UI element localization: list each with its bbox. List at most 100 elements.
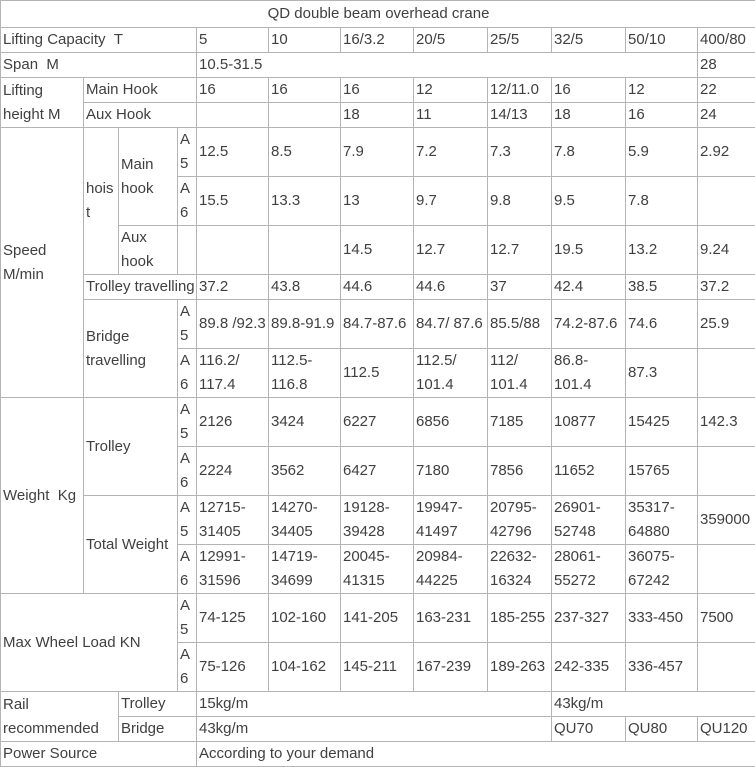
table-cell: 16 [552,78,626,103]
table-cell: 44.6 [414,275,488,300]
table-cell: 167-239 [414,643,488,692]
table-cell: 104-162 [269,643,341,692]
table-cell: 36075-67242 [626,545,698,594]
table-row: QD double beam overhead crane [1,1,755,28]
table-cell: 43kg/m [552,692,755,717]
table-cell: 14.5 [341,226,414,275]
table-cell: 85.5/88 [488,300,552,349]
table-cell: 19.5 [552,226,626,275]
table-cell: 14/13 [488,103,552,128]
table-cell: 37 [488,275,552,300]
row-label: Weight Kg [1,398,84,594]
table-cell: 15kg/m [197,692,552,717]
table-cell: 6427 [341,447,414,496]
table-cell: 22 [698,78,755,103]
row-label: A5 [178,594,197,643]
table-cell: 37.2 [698,275,755,300]
table-cell: 5.9 [626,128,698,177]
table-cell: 24 [698,103,755,128]
table-cell: 2126 [197,398,269,447]
table-cell: 26901-52748 [552,496,626,545]
table-cell: 112.5/ 101.4 [414,349,488,398]
table-cell: 12.7 [488,226,552,275]
table-cell: 84.7/ 87.6 [414,300,488,349]
table-cell: 3562 [269,447,341,496]
table-cell: 11652 [552,447,626,496]
row-label: Rail recommended [1,692,119,742]
table-cell: 14719-34699 [269,545,341,594]
table-cell: 12 [414,78,488,103]
row-label: Max Wheel Load KN [1,594,178,692]
table-cell: 44.6 [341,275,414,300]
table-cell: 7856 [488,447,552,496]
table-cell: 14270-34405 [269,496,341,545]
table-cell: 10.5-31.5 [197,53,698,78]
row-label: Lifting height M [1,78,84,128]
table-cell: 112/ 101.4 [488,349,552,398]
table-cell: 15.5 [197,177,269,226]
table-cell: 6227 [341,398,414,447]
table-cell: 2224 [197,447,269,496]
table-cell: 74.2-87.6 [552,300,626,349]
row-label: Main Hook [84,78,197,103]
table-cell: QU80 [626,717,698,742]
row-label: Span M [1,53,197,78]
table-cell: 237-327 [552,594,626,643]
table-cell: 22632-16324 [488,545,552,594]
table-cell: 20795-42796 [488,496,552,545]
table-cell: 7.2 [414,128,488,177]
table-cell: 9.8 [488,177,552,226]
table-cell: 87.3 [626,349,698,398]
row-label: Main hook [119,128,178,226]
row-label: Trolley travelling [84,275,197,300]
table-cell: 19128-39428 [341,496,414,545]
row-label: Lifting Capacity T [1,28,197,53]
table-cell: 42.4 [552,275,626,300]
table-cell: 43kg/m [197,717,552,742]
row-label: A5 [178,128,197,177]
table-cell: 84.7-87.6 [341,300,414,349]
table-cell: 16 [626,103,698,128]
table-cell: 11 [414,103,488,128]
table-cell: 116.2/ 117.4 [197,349,269,398]
table-cell: 10877 [552,398,626,447]
table-cell: 13 [341,177,414,226]
table-cell: 7185 [488,398,552,447]
row-label: Trolley [119,692,197,717]
table-cell [698,643,755,692]
table-cell: 38.5 [626,275,698,300]
table-cell: 89.8 /92.3 [197,300,269,349]
column-header: 400/80 [698,28,755,53]
table-cell: 336-457 [626,643,698,692]
row-label: Bridge travelling [84,300,178,398]
table-cell: 28061-55272 [552,545,626,594]
column-header: 50/10 [626,28,698,53]
table-cell: 7500 [698,594,755,643]
table-cell: 141-205 [341,594,414,643]
table-cell: 86.8-101.4 [552,349,626,398]
table-cell: 15425 [626,398,698,447]
table-cell: 102-160 [269,594,341,643]
row-label: A5 [178,496,197,545]
table-cell: 7.9 [341,128,414,177]
table-cell: 3424 [269,398,341,447]
row-label: Aux hook [119,226,178,275]
table-cell: According to your demand [197,742,755,767]
table-cell: 75-126 [197,643,269,692]
table-cell: 25.9 [698,300,755,349]
row-label: Aux Hook [84,103,197,128]
table-cell: 145-211 [341,643,414,692]
table-cell: 43.8 [269,275,341,300]
table-cell: 12715-31405 [197,496,269,545]
column-header: 10 [269,28,341,53]
table-cell: 19947-41497 [414,496,488,545]
